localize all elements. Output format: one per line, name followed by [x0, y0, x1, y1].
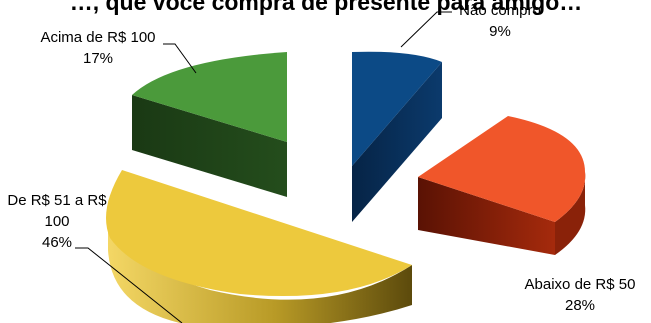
slice-nao-compro-front-side: [352, 62, 442, 222]
pct-abaixo-50: 28%: [565, 297, 595, 314]
pct-nao-compro: 9%: [489, 23, 511, 40]
slice-abaixo-50-top: [418, 116, 586, 222]
label-51-100-line1: De R$ 51 a R$: [7, 192, 107, 209]
slice-abaixo-50: [418, 116, 586, 255]
label-51-100-line2: 100: [44, 213, 69, 230]
label-nao-compro: Não compro: [459, 2, 541, 19]
slice-nao-compro: [352, 51, 442, 222]
leader-nao-compro: [400, 11, 452, 48]
chart-title: …, que você compra de presente para amig…: [70, 0, 583, 15]
slice-abaixo-50-outer-side: [555, 172, 586, 255]
leader-acima-100: [163, 43, 197, 74]
label-abaixo-50: Abaixo de R$ 50: [525, 276, 636, 293]
pct-acima-100: 17%: [83, 50, 113, 67]
slice-nao-compro-top: [352, 51, 442, 166]
pct-51-100: 46%: [42, 234, 72, 251]
leader-51-100: [75, 247, 183, 323]
slice-abaixo-50-front-side: [418, 177, 555, 255]
slice-acima-100-top: [132, 52, 287, 142]
slice-acima-100-front-side: [132, 95, 287, 197]
slice-acima-100: [132, 52, 287, 197]
slice-51-100-top: [106, 170, 412, 297]
slice-51-100: [106, 170, 412, 323]
slice-51-100-front-side: [108, 200, 412, 323]
label-acima-100: Acima de R$ 100: [40, 29, 155, 46]
